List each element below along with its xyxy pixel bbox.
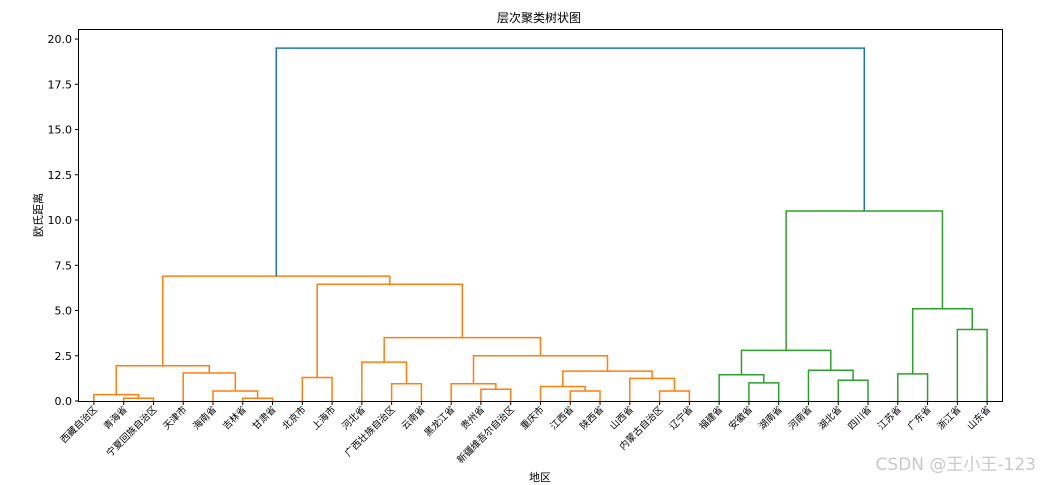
dendrogram-link xyxy=(480,388,512,401)
dendrogram-link xyxy=(629,377,676,401)
dendrogram-link xyxy=(472,355,609,384)
y-tick-label: 17.5 xyxy=(48,78,73,91)
dendrogram-link xyxy=(740,349,832,375)
dendrogram-links xyxy=(93,47,988,401)
dendrogram-link xyxy=(718,374,765,401)
leaf-label: 河南省 xyxy=(786,404,815,433)
leaf-label: 福建省 xyxy=(697,404,726,433)
leaf-label: 河北省 xyxy=(339,404,368,433)
leaf-label: 黑龙江省 xyxy=(422,404,457,439)
dendrogram-link xyxy=(807,369,854,401)
y-tick-label: 10.0 xyxy=(48,214,73,227)
leaf-label: 安徽省 xyxy=(726,404,755,433)
leaf-label: 吉林省 xyxy=(220,404,249,433)
dendrogram-link xyxy=(569,390,601,401)
leaf-label: 贵州省 xyxy=(458,404,487,433)
leaf-label: 广东省 xyxy=(905,404,934,433)
chart-title: 层次聚类树状图 xyxy=(497,10,581,25)
leaf-label: 重庆市 xyxy=(518,403,547,432)
dendrogram-link xyxy=(383,336,542,363)
leaf-label: 青海省 xyxy=(101,404,130,433)
dendrogram-link xyxy=(275,47,866,277)
leaf-label: 湖南省 xyxy=(756,404,785,433)
watermark-text: CSDN @王小王-123 xyxy=(875,455,1036,475)
leaf-label: 江苏省 xyxy=(875,404,904,433)
dendrogram-link xyxy=(785,210,944,351)
dendrogram-link xyxy=(242,397,274,401)
leaf-label: 山西省 xyxy=(607,404,636,433)
dendrogram-link xyxy=(212,390,259,401)
dendrogram-link xyxy=(161,275,391,366)
dendrogram-link xyxy=(390,383,423,401)
y-tick-label: 0.0 xyxy=(55,395,73,408)
leaf-label: 云南省 xyxy=(399,404,428,433)
dendrogram-link xyxy=(316,283,464,378)
dendrogram-link xyxy=(911,307,973,374)
leaf-label: 天津市 xyxy=(161,403,190,432)
dendrogram-link xyxy=(361,361,408,401)
leaf-label: 山东省 xyxy=(965,404,994,433)
dendrogram-link xyxy=(93,393,140,401)
leaf-label: 湖北省 xyxy=(816,404,845,433)
y-tick-label: 7.5 xyxy=(55,259,73,272)
plot-frame xyxy=(78,29,1003,402)
leaf-label: 陕西省 xyxy=(578,404,607,433)
leaf-label: 海南省 xyxy=(190,404,219,433)
dendrogram-link xyxy=(837,379,869,401)
y-tick-label: 20.0 xyxy=(48,33,73,46)
dendrogram-link xyxy=(956,328,988,401)
leaf-label: 宁夏回族自治区 xyxy=(104,403,160,459)
dendrogram-link xyxy=(182,372,237,401)
dendrogram-link xyxy=(301,376,333,401)
dendrogram-link xyxy=(122,397,155,401)
dendrogram-link xyxy=(897,373,929,401)
x-axis-label: 地区 xyxy=(529,471,551,484)
leaf-label: 甘肃省 xyxy=(250,404,279,433)
y-tick-label: 12.5 xyxy=(48,169,73,182)
y-axis-label: 欧氏距离 xyxy=(31,193,45,237)
dendrogram-link xyxy=(450,383,497,401)
y-tick-label: 2.5 xyxy=(55,350,73,363)
y-axis: 0.0 2.5 5.0 7.5 10.0 12.5 15.0 17.5 20.0 xyxy=(48,33,79,408)
leaf-label: 浙江省 xyxy=(935,404,964,433)
y-tick-label: 5.0 xyxy=(55,305,73,318)
dendrogram-link xyxy=(115,364,211,395)
leaf-label: 北京市 xyxy=(280,403,309,432)
dendrogram-link xyxy=(748,382,780,401)
dendrogram-link xyxy=(658,390,691,401)
leaf-label: 辽宁省 xyxy=(667,404,696,433)
leaf-label: 西藏自治区 xyxy=(58,403,100,445)
y-tick-label: 15.0 xyxy=(48,124,73,137)
leaf-label: 广西壮族自治区 xyxy=(342,403,398,459)
dendrogram-link xyxy=(539,385,586,401)
leaf-label: 四川省 xyxy=(845,404,874,433)
leaf-label: 江西省 xyxy=(548,404,577,433)
leaf-label: 上海市 xyxy=(310,403,339,432)
